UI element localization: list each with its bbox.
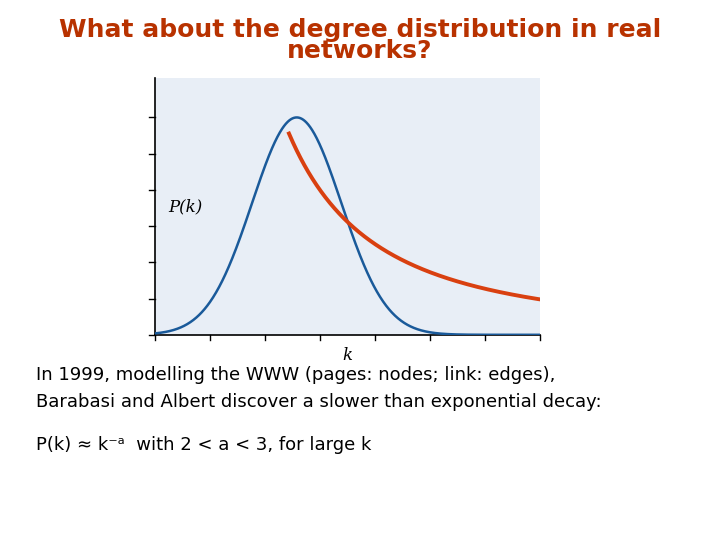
Text: P(k) ≈ k⁻ᵃ  with 2 < a < 3, for large k: P(k) ≈ k⁻ᵃ with 2 < a < 3, for large k bbox=[36, 436, 372, 455]
Text: What about the degree distribution in real: What about the degree distribution in re… bbox=[59, 18, 661, 42]
Text: In 1999, modelling the WWW (pages: nodes; link: edges),: In 1999, modelling the WWW (pages: nodes… bbox=[36, 366, 555, 384]
Text: Barabasi and Albert discover a slower than exponential decay:: Barabasi and Albert discover a slower th… bbox=[36, 393, 602, 411]
Text: P(k): P(k) bbox=[168, 198, 203, 215]
Text: networks?: networks? bbox=[287, 39, 433, 63]
Text: k: k bbox=[342, 347, 353, 364]
